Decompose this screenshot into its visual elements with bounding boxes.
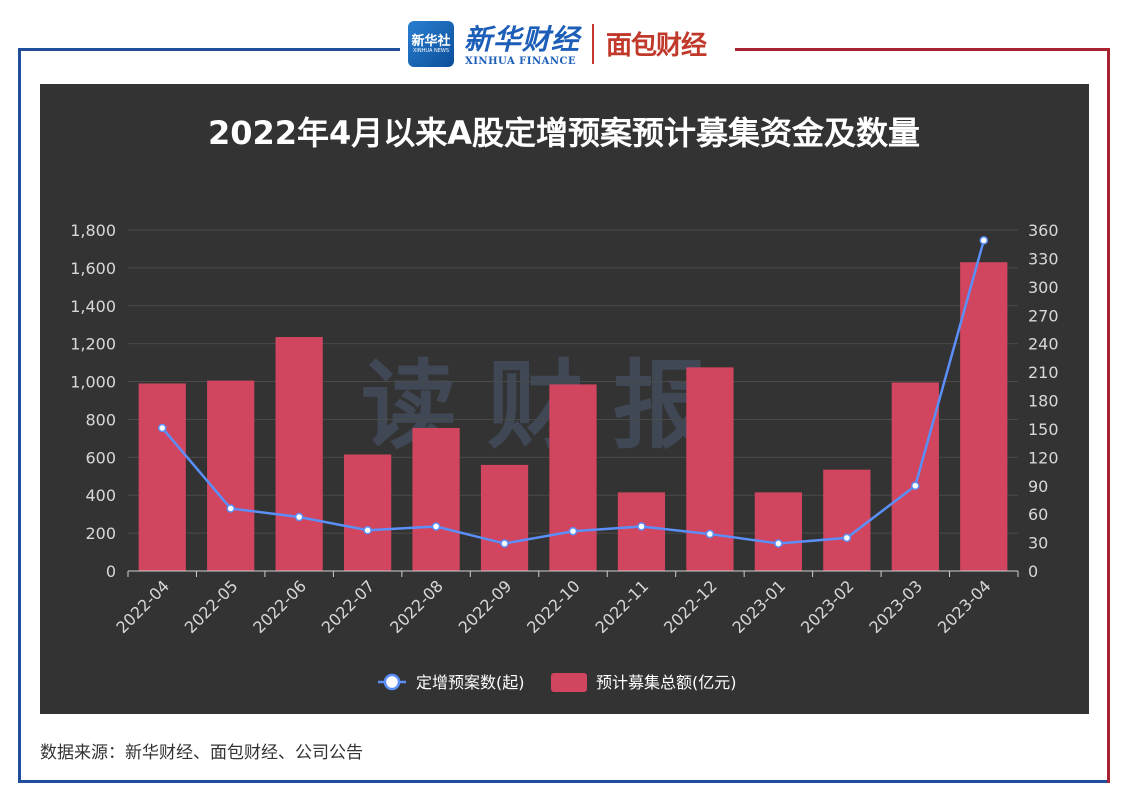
frame-top-right-line xyxy=(735,48,1110,51)
line-point-2022-05 xyxy=(226,504,235,513)
y-left-tick-label: 0 xyxy=(106,562,116,581)
bar-2022-09 xyxy=(480,464,529,571)
xinhua-logo-subtext: XINHUA NEWS xyxy=(412,48,450,54)
y-right-tick-label: 210 xyxy=(1028,363,1059,382)
x-tick-label: 2023-04 xyxy=(934,576,995,637)
bar-2022-08 xyxy=(412,427,460,571)
line-point-2022-10 xyxy=(568,526,578,536)
x-tick-label: 2022-10 xyxy=(523,576,584,637)
xinhua-finance-en: XINHUA FINANCE xyxy=(465,56,577,67)
y-right-tick-label: 180 xyxy=(1028,392,1059,411)
bar-2023-02 xyxy=(823,469,871,571)
line-point-2023-03 xyxy=(911,481,920,490)
line-point-2023-04 xyxy=(979,236,989,245)
x-tick-label: 2023-03 xyxy=(865,576,926,637)
line-point-2023-02 xyxy=(842,533,852,543)
xinhua-news-logo: 新华社 XINHUA NEWS xyxy=(408,21,454,67)
xinhua-logo-text: 新华社 xyxy=(411,34,451,49)
x-tick-label: 2023-01 xyxy=(729,576,790,637)
bar-2023-03 xyxy=(891,382,939,571)
line-point-2022-04 xyxy=(157,423,167,433)
line-point-2022-06 xyxy=(294,512,304,522)
y-right-tick-label: 300 xyxy=(1028,278,1059,297)
y-right-tick-label: 330 xyxy=(1028,249,1059,268)
y-right-tick-label: 30 xyxy=(1028,534,1048,553)
y-right-tick-label: 270 xyxy=(1028,306,1059,325)
x-tick-label: 2022-11 xyxy=(592,576,653,637)
legend-line-label: 定增预案数(起) xyxy=(416,673,525,692)
y-left-tick-label: 1,000 xyxy=(70,373,116,392)
y-left-tick-label: 400 xyxy=(85,486,116,505)
x-tick-label: 2023-02 xyxy=(797,576,858,637)
y-left-tick-label: 600 xyxy=(85,448,116,467)
line-point-2023-01 xyxy=(774,539,783,548)
line-point-2022-07 xyxy=(363,526,372,535)
line-point-2022-11 xyxy=(637,522,646,531)
frame-left-line xyxy=(18,48,21,782)
line-point-2022-08 xyxy=(431,522,441,531)
logo-separator xyxy=(592,24,594,64)
bar-2022-07 xyxy=(343,454,392,571)
line-point-2022-12 xyxy=(705,529,715,539)
y-right-tick-label: 240 xyxy=(1028,335,1059,354)
y-right-tick-label: 150 xyxy=(1028,420,1059,439)
x-tick-label: 2022-09 xyxy=(455,576,516,637)
chart-svg: 读财报 2022年4月以来A股定增预案预计募集资金及数量 02004006008… xyxy=(70,114,1059,692)
line-point-2022-09 xyxy=(500,539,509,548)
xinhua-finance-logo: 新华财经 xyxy=(464,23,581,56)
x-tick-label: 2022-05 xyxy=(181,576,242,637)
header-logos: 新华社 XINHUA NEWS 新华财经 XINHUA FINANCE 面包财经 xyxy=(400,12,730,74)
y-left-tick-label: 1,200 xyxy=(70,335,116,354)
y-right-tick-label: 360 xyxy=(1028,221,1059,240)
y-right-tick-label: 60 xyxy=(1028,505,1048,524)
legend-bar-label: 预计募集总额(亿元) xyxy=(596,673,737,692)
legend-bar-marker xyxy=(551,673,587,692)
mianbao-finance-logo: 面包财经 xyxy=(606,31,707,61)
bar-2023-04 xyxy=(960,262,1008,571)
x-tick-label: 2022-08 xyxy=(386,576,447,637)
chart-panel: 读财报 2022年4月以来A股定增预案预计募集资金及数量 02004006008… xyxy=(40,84,1089,714)
y-left-tick-label: 1,400 xyxy=(70,297,116,316)
frame-top-left-line xyxy=(18,48,410,51)
bar-2023-01 xyxy=(754,492,803,571)
x-tick-label: 2022-07 xyxy=(318,576,379,637)
y-right-tick-label: 120 xyxy=(1028,448,1059,467)
y-left-tick-label: 800 xyxy=(85,410,116,429)
y-right-tick-label: 90 xyxy=(1028,477,1048,496)
bar-2022-04 xyxy=(138,383,186,571)
x-tick-label: 2022-04 xyxy=(112,576,173,637)
y-left-tick-label: 1,800 xyxy=(70,221,116,240)
bar-2022-11 xyxy=(617,492,666,571)
y-left-tick-label: 1,600 xyxy=(70,259,116,278)
bar-2022-05 xyxy=(207,380,255,571)
x-tick-label: 2022-12 xyxy=(660,576,721,637)
legend-line-marker-dot xyxy=(383,673,401,691)
x-tick-label: 2022-06 xyxy=(249,576,310,637)
bar-2022-12 xyxy=(686,367,734,571)
y-left-tick-label: 200 xyxy=(85,524,116,543)
frame-bottom-line xyxy=(18,780,1110,783)
frame-right-line xyxy=(1107,48,1110,783)
chart-title: 2022年4月以来A股定增预案预计募集资金及数量 xyxy=(208,114,920,152)
data-source-note: 数据来源：新华财经、面包财经、公司公告 xyxy=(40,743,363,763)
bar-2022-10 xyxy=(549,384,597,571)
bar-2022-06 xyxy=(275,337,323,571)
y-right-tick-label: 0 xyxy=(1028,562,1038,581)
